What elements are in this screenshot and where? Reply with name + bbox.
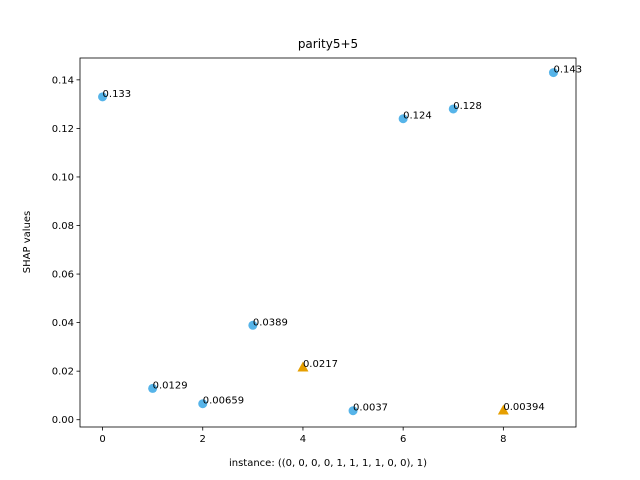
- y-tick-label: 0.10: [52, 172, 74, 183]
- y-tick-label: 0.04: [52, 318, 74, 329]
- x-axis: 0 2 4 6 8: [99, 427, 507, 445]
- data-label: 0.00394: [503, 402, 544, 413]
- data-label: 0.0129: [153, 380, 188, 391]
- y-tick-label: 0.14: [52, 75, 74, 86]
- data-labels: 0.133 0.0129 0.00659 0.0389 0.0217 0.0037 0.12…: [103, 65, 583, 414]
- x-tick-label: 0: [99, 434, 105, 445]
- y-tick-label: 0.02: [52, 367, 74, 378]
- x-tick-label: 8: [500, 434, 506, 445]
- chart-title: parity5+5: [298, 37, 358, 51]
- data-point: [98, 92, 108, 102]
- data-point: [398, 114, 408, 124]
- y-tick-label: 0.12: [52, 124, 74, 135]
- data-label: 0.124: [403, 111, 432, 122]
- data-point: [448, 104, 458, 114]
- data-label: 0.00659: [203, 396, 244, 407]
- x-tick-label: 2: [200, 434, 206, 445]
- x-tick-label: 6: [400, 434, 406, 445]
- data-point-triangle: [497, 404, 509, 415]
- y-tick-label: 0.08: [52, 221, 74, 232]
- x-tick-label: 4: [300, 434, 306, 445]
- y-axis: 0.00 0.02 0.04 0.06 0.08 0.10 0.12 0.14: [52, 75, 80, 426]
- data-point-triangle: [297, 361, 309, 372]
- data-point: [198, 399, 208, 409]
- data-point: [148, 383, 158, 393]
- data-label: 0.0389: [253, 317, 288, 328]
- y-tick-label: 0.06: [52, 270, 74, 281]
- x-axis-label: instance: ((0, 0, 0, 0, 1, 1, 1, 1, 0, 0…: [229, 458, 427, 469]
- data-label: 0.143: [553, 65, 582, 76]
- data-label: 0.128: [453, 101, 482, 112]
- y-tick-label: 0.00: [52, 415, 74, 426]
- data-label: 0.0037: [353, 403, 388, 414]
- data-points: [98, 68, 558, 416]
- y-axis-label: SHAP values: [22, 211, 33, 273]
- data-label: 0.0217: [303, 359, 338, 370]
- data-point: [348, 406, 358, 416]
- plot-area: [79, 57, 577, 428]
- data-point: [248, 320, 258, 330]
- data-point: [548, 68, 558, 78]
- data-label: 0.133: [103, 89, 132, 100]
